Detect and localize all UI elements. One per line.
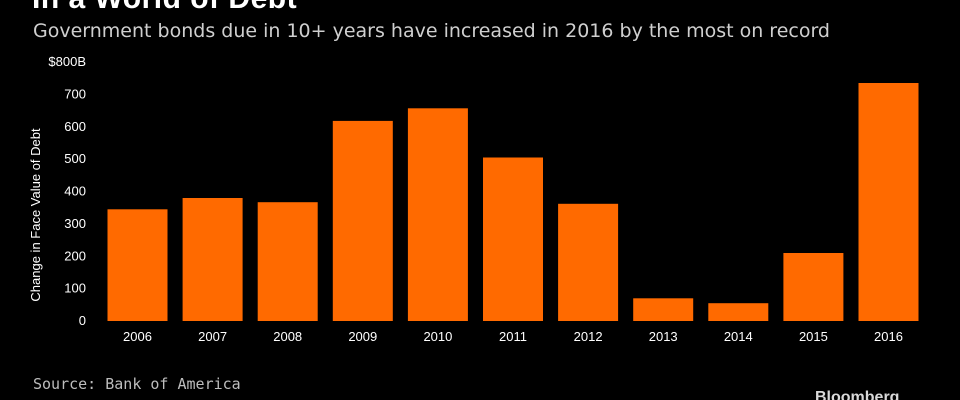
y-tick-label: 600: [64, 119, 86, 134]
bar-2007: [182, 198, 243, 321]
x-tick-label: 2008: [273, 329, 302, 344]
x-tick-label: 2012: [574, 329, 603, 344]
bar-2010: [407, 108, 468, 321]
y-tick-label: 500: [64, 151, 86, 166]
bar-2014: [708, 303, 769, 321]
bar-2008: [257, 202, 318, 321]
y-tick-label: 400: [64, 184, 86, 199]
x-tick-label: 2010: [423, 329, 452, 344]
brand-logo: Bloomberg: [815, 389, 900, 400]
x-tick-label: 2016: [874, 329, 903, 344]
bar-2011: [483, 157, 543, 321]
bar-2016: [858, 83, 919, 321]
chart-subtitle: Government bonds due in 10+ years have i…: [33, 20, 830, 42]
chart-title: In a World of Debt: [32, 0, 297, 16]
x-tick-label: 2006: [123, 329, 152, 344]
y-tick-label: 0: [79, 313, 86, 328]
x-tick-label: 2007: [198, 329, 227, 344]
y-tick-label: 100: [64, 281, 86, 296]
y-tick-label: 200: [64, 248, 86, 263]
x-tick-label: 2013: [649, 329, 678, 344]
y-axis-label: Change in Face Value of Debt: [28, 128, 43, 302]
bar-2006: [107, 209, 168, 321]
x-tick-label: 2011: [499, 329, 527, 344]
x-tick-label: 2015: [799, 329, 828, 344]
x-tick-label: 2009: [348, 329, 377, 344]
y-tick-label: 700: [64, 86, 86, 101]
y-tick-label: $800B: [48, 54, 86, 69]
bar-2015: [783, 253, 844, 321]
bar-2013: [633, 298, 694, 321]
y-tick-label: 300: [64, 216, 86, 231]
bar-2009: [332, 120, 393, 322]
bar-2012: [558, 203, 619, 321]
x-tick-label: 2014: [724, 329, 753, 344]
source-note: Source: Bank of America: [33, 375, 241, 393]
